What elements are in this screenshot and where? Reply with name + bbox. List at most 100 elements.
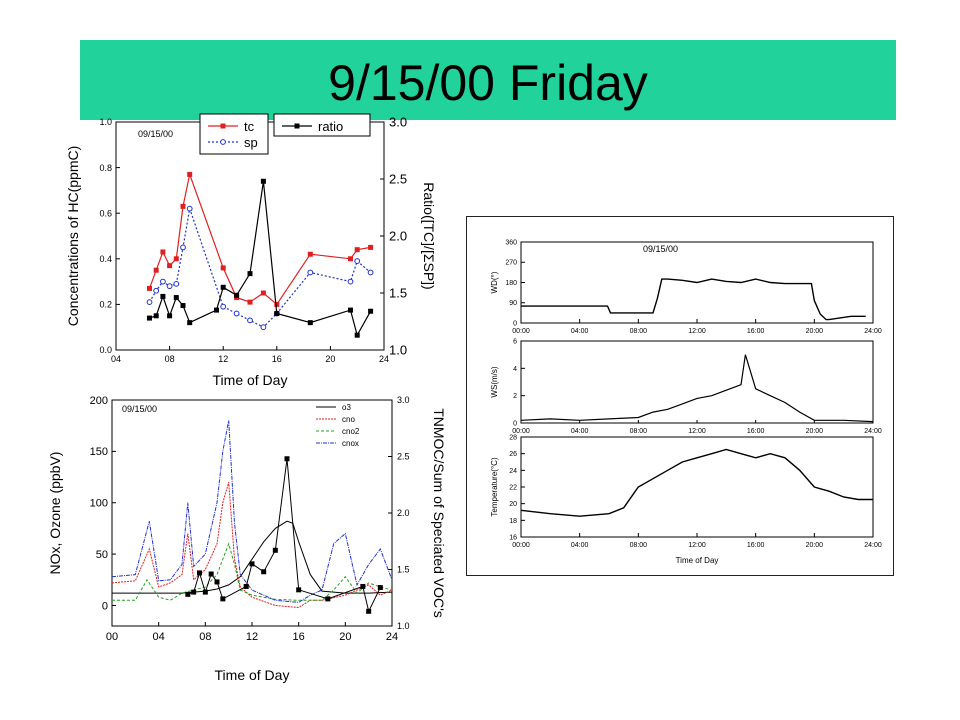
y-tick-label: 18 [509,518,517,525]
data-point [366,608,372,614]
y-tick-label: 0.4 [99,254,112,264]
y-tick-label: 2 [513,393,517,400]
x-tick-label: 20:00 [806,542,824,549]
y-tick-label: 0 [102,600,108,612]
y-tick-label: 0 [513,420,517,427]
x-tick-label: 08:00 [630,428,648,435]
x-tick-label: 24:00 [864,328,882,335]
data-point [368,244,374,250]
data-point [173,280,180,287]
y-tick-label: 100 [90,498,108,510]
data-point [220,596,226,602]
x-tick-label: 20 [325,354,335,364]
data-point [243,583,249,589]
y-axis-label: NOx, Ozone (ppbV) [47,452,63,575]
data-point [167,263,173,269]
series-line-cno [111,482,393,609]
data-point [208,571,214,577]
legend-marker [220,123,226,129]
data-point [274,301,280,307]
y-tick-label: 180 [505,280,517,287]
data-point [234,292,240,298]
x-tick-label: 24 [386,631,398,643]
hc-concentration-chart: 04 08 12 16 20 24 0.0 0.2 0.4 0.6 0.8 1.0 1.0 1.5 2.0 2… [65,113,437,388]
y-tick-label: 0 [513,320,517,327]
y-tick-label: 270 [505,260,517,267]
data-point [160,293,166,299]
data-point [247,317,253,324]
x-tick-label: 24 [379,354,389,364]
legend-box [273,113,371,137]
data-point [354,247,360,253]
x-tick-label: 00 [106,631,118,643]
data-point [348,256,353,262]
x-tick-label: 04:00 [571,542,589,549]
legend-label: ratio [318,119,343,134]
data-point [377,585,383,591]
x-tick-label: 04 [153,631,165,643]
y-tick-label: 50 [96,549,108,561]
data-point [307,251,313,257]
legend-marker [294,123,300,129]
data-point [347,278,354,285]
data-point [220,265,226,271]
data-point [153,267,159,273]
x-axis-label: Time of Day [215,667,290,683]
legend-label: tc [244,119,255,134]
y2-tick-label: 1.5 [389,286,407,301]
data-point [185,591,191,597]
data-point [173,295,179,301]
date-annotation: 09/15/00 [138,129,173,139]
data-point [187,320,193,326]
x-tick-label: 00:00 [512,428,530,435]
data-point [186,205,193,212]
y-tick-label: 150 [90,446,108,458]
meteorology-panel: 00:00 04:00 08:00 12:00 16:00 20:00 24:00 0 90 18… [466,216,894,576]
data-point [214,579,220,585]
data-point [354,258,361,264]
series-line-series-0 [521,278,866,321]
series-line-series-0 [520,354,874,423]
x-tick-label: 20:00 [806,428,824,435]
nox-ozone-chart: 00 04 08 12 16 20 24 0 50 100 150 200 1.0 1.5 2.0 2.5 3.… [47,395,447,683]
y-axis-label: WS(m/s) [490,366,499,397]
x-tick-label: 08:00 [630,328,648,335]
data-point [260,178,266,184]
x-tick-label: 00:00 [512,328,530,335]
data-point [367,269,374,276]
page-title: 9/15/00 Friday [328,55,648,111]
legend-marker [220,139,226,145]
y2-tick-label: 2.5 [397,452,410,462]
data-point [274,311,280,317]
legend-label: cno [342,415,355,424]
x-tick-label: 12 [218,354,228,364]
y-tick-label: 360 [505,239,517,246]
data-point [307,269,314,276]
x-tick-label: 04:00 [571,328,589,335]
data-point [214,307,219,313]
x-tick-label: 12:00 [688,428,706,435]
y-tick-label: 20 [509,501,517,508]
data-point [180,303,186,309]
data-point [167,313,173,319]
y2-tick-label: 3.0 [397,395,410,405]
data-point [260,324,267,331]
y2-tick-label: 3.0 [389,115,407,130]
data-point [325,596,331,602]
y-tick-label: 4 [513,366,517,373]
data-point [197,570,202,576]
x-axis-label: Time of Day [213,372,288,388]
x-axis-label: Time of Day [676,556,719,565]
legend-box [199,113,269,155]
x-tick-label: 16 [272,354,282,364]
y-tick-label: 0.6 [99,208,112,218]
x-tick-label: 08 [165,354,175,364]
wind-direction-chart: 00:00 04:00 08:00 12:00 16:00 20:00 24:00 0 90 18… [490,239,882,335]
data-point [348,307,353,313]
y2-tick-label: 2.0 [397,508,410,518]
data-point [202,589,208,595]
y2-tick-label: 1.0 [389,343,407,358]
x-tick-label: 12 [246,631,258,643]
data-point [247,271,253,277]
data-point [146,299,153,306]
